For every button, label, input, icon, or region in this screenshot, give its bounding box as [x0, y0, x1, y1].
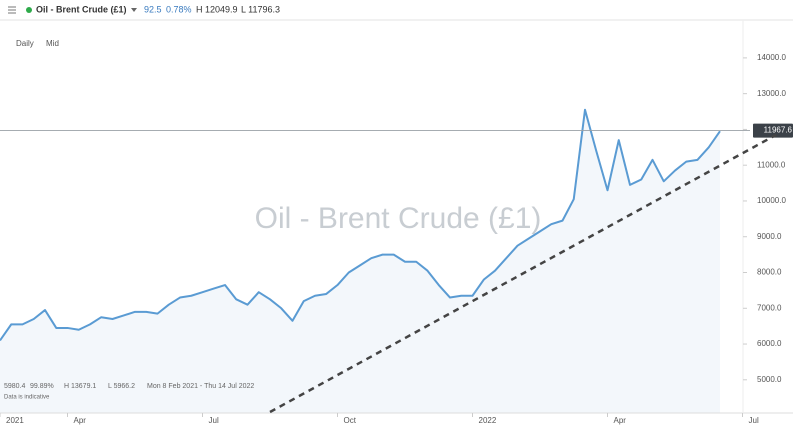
y-tick-label: 10000.0 — [757, 196, 786, 205]
y-tick-label: 9000.0 — [757, 232, 782, 241]
last-price-label: 11967.6 — [764, 126, 793, 135]
price-line — [0, 108, 721, 342]
area-fill — [0, 109, 720, 413]
footer-range: Mon 8 Feb 2021 - Thu 14 Jul 2022 — [147, 383, 254, 390]
y-tick-label: 5000.0 — [757, 375, 782, 384]
x-tick-label: Jul — [749, 416, 759, 425]
header-bar — [0, 0, 793, 20]
footer-pct: 99.89% — [30, 383, 54, 390]
status-dot — [26, 7, 32, 13]
plot-area — [0, 108, 721, 413]
x-tick-label: Apr — [614, 416, 627, 425]
y-tick-label: 6000.0 — [757, 339, 782, 348]
high: H 12049.9 — [196, 4, 238, 14]
x-tick-label: Oct — [344, 416, 357, 425]
y-tick-label: 13000.0 — [757, 89, 786, 98]
low: L 11796.3 — [241, 4, 280, 14]
interval[interactable]: Daily — [16, 39, 34, 48]
footer-high: H 13679.1 — [64, 383, 96, 390]
trendline — [269, 133, 777, 414]
footer-last: 5980.4 — [4, 383, 26, 390]
price-type[interactable]: Mid — [46, 39, 59, 48]
dropdown-arrow[interactable] — [131, 8, 137, 12]
x-tick-label: Apr — [74, 416, 87, 425]
y-tick-label: 8000.0 — [757, 268, 782, 277]
footer-low: L 5966.2 — [108, 383, 135, 390]
change: 92.5 — [144, 4, 162, 14]
last-price-tag — [753, 123, 793, 138]
x-tick-label: Jul — [209, 416, 219, 425]
footer-note: Data is indicative — [4, 395, 50, 401]
y-tick-label: 11000.0 — [757, 160, 786, 169]
instrument-title[interactable]: Oil - Brent Crude (£1) — [36, 4, 127, 14]
y-tick-label: 7000.0 — [757, 303, 782, 312]
x-tick-label: 2022 — [479, 416, 497, 425]
x-tick-label: 2021 — [6, 416, 24, 425]
y-tick-label: 14000.0 — [757, 53, 786, 62]
menu-icon[interactable] — [8, 6, 16, 14]
watermark: Oil - Brent Crude (£1) — [255, 202, 542, 235]
last-price-tag-clip: 11967.6 — [764, 126, 793, 135]
change-pct: 0.78% — [166, 4, 192, 14]
